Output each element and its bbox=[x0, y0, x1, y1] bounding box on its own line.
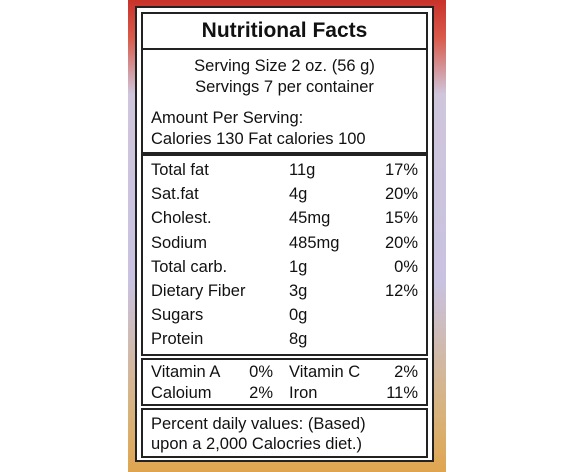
nutrient-amount: 1g bbox=[289, 257, 308, 276]
nutrient-amount: 45mg bbox=[289, 209, 331, 228]
nutrient-name: Sat.fat bbox=[151, 185, 199, 204]
footnote-box: Percent daily values: (Based) upon a 2,0… bbox=[141, 408, 428, 458]
nutrient-name: Total carb. bbox=[151, 257, 228, 276]
title-box: Nutritional Facts bbox=[141, 12, 428, 50]
amount-heading: Amount Per Serving: bbox=[151, 109, 304, 127]
vitamin-name: Caloium bbox=[151, 384, 212, 402]
nutrients-box: Total fat 11g 17% Sat.fat 4g 20% Cholest. 45mg 1… bbox=[141, 154, 428, 356]
nutrient-percent: 12% bbox=[384, 282, 418, 300]
vitamin-percent: 2% bbox=[249, 384, 273, 402]
vitamin-percent: 11% bbox=[386, 384, 418, 402]
nutrient-name: Dietary Fiber bbox=[151, 282, 246, 300]
nutrient-amount: 485mg bbox=[289, 233, 340, 252]
nutrient-percent: 17% bbox=[384, 161, 418, 179]
nutrient-name: Sodium bbox=[151, 233, 207, 252]
nutrient-name: Sugars bbox=[151, 306, 204, 325]
calories: Calories 130 Fat calories 100 bbox=[151, 130, 366, 148]
nutrient-name: Total fat bbox=[151, 161, 209, 179]
nutrition-label: Nutritional Facts Serving Size 2 oz. (56… bbox=[135, 6, 434, 462]
vitamin-percent: 2% bbox=[394, 363, 418, 381]
serving-size: Serving Size 2 oz. (56 g) bbox=[194, 57, 375, 75]
nutrient-percent: 20% bbox=[384, 233, 418, 252]
vitamin-name: Iron bbox=[289, 384, 318, 402]
nutrient-percent: 15% bbox=[384, 209, 418, 228]
footnote-line: upon a 2,000 Calocries diet.) bbox=[151, 435, 362, 453]
nutrient-percent: 20% bbox=[384, 185, 418, 204]
title: Nutritional Facts bbox=[201, 19, 368, 42]
vitamin-name: Vitamin C bbox=[289, 363, 361, 381]
nutrient-amount: 0g bbox=[289, 306, 308, 325]
nutrient-name: Cholest. bbox=[151, 209, 212, 228]
vitamin-percent: 0% bbox=[249, 363, 273, 381]
nutrient-amount: 3g bbox=[289, 282, 308, 300]
nutrient-amount: 8g bbox=[289, 330, 308, 349]
nutrient-amount: 11g bbox=[289, 161, 316, 179]
nutrient-amount: 4g bbox=[289, 185, 308, 204]
vitamins-box: Vitamin A 0% Vitamin C 2% Caloium 2% Iron 11% bbox=[141, 358, 428, 406]
servings: Servings 7 per container bbox=[195, 78, 374, 96]
vitamin-name: Vitamin A bbox=[151, 363, 221, 381]
nutrient-name: Protein bbox=[151, 330, 204, 349]
nutrient-percent: 0% bbox=[394, 257, 418, 276]
serving-box: Serving Size 2 oz. (56 g) Servings 7 per… bbox=[141, 48, 428, 154]
footnote-line: Percent daily values: (Based) bbox=[151, 415, 366, 433]
